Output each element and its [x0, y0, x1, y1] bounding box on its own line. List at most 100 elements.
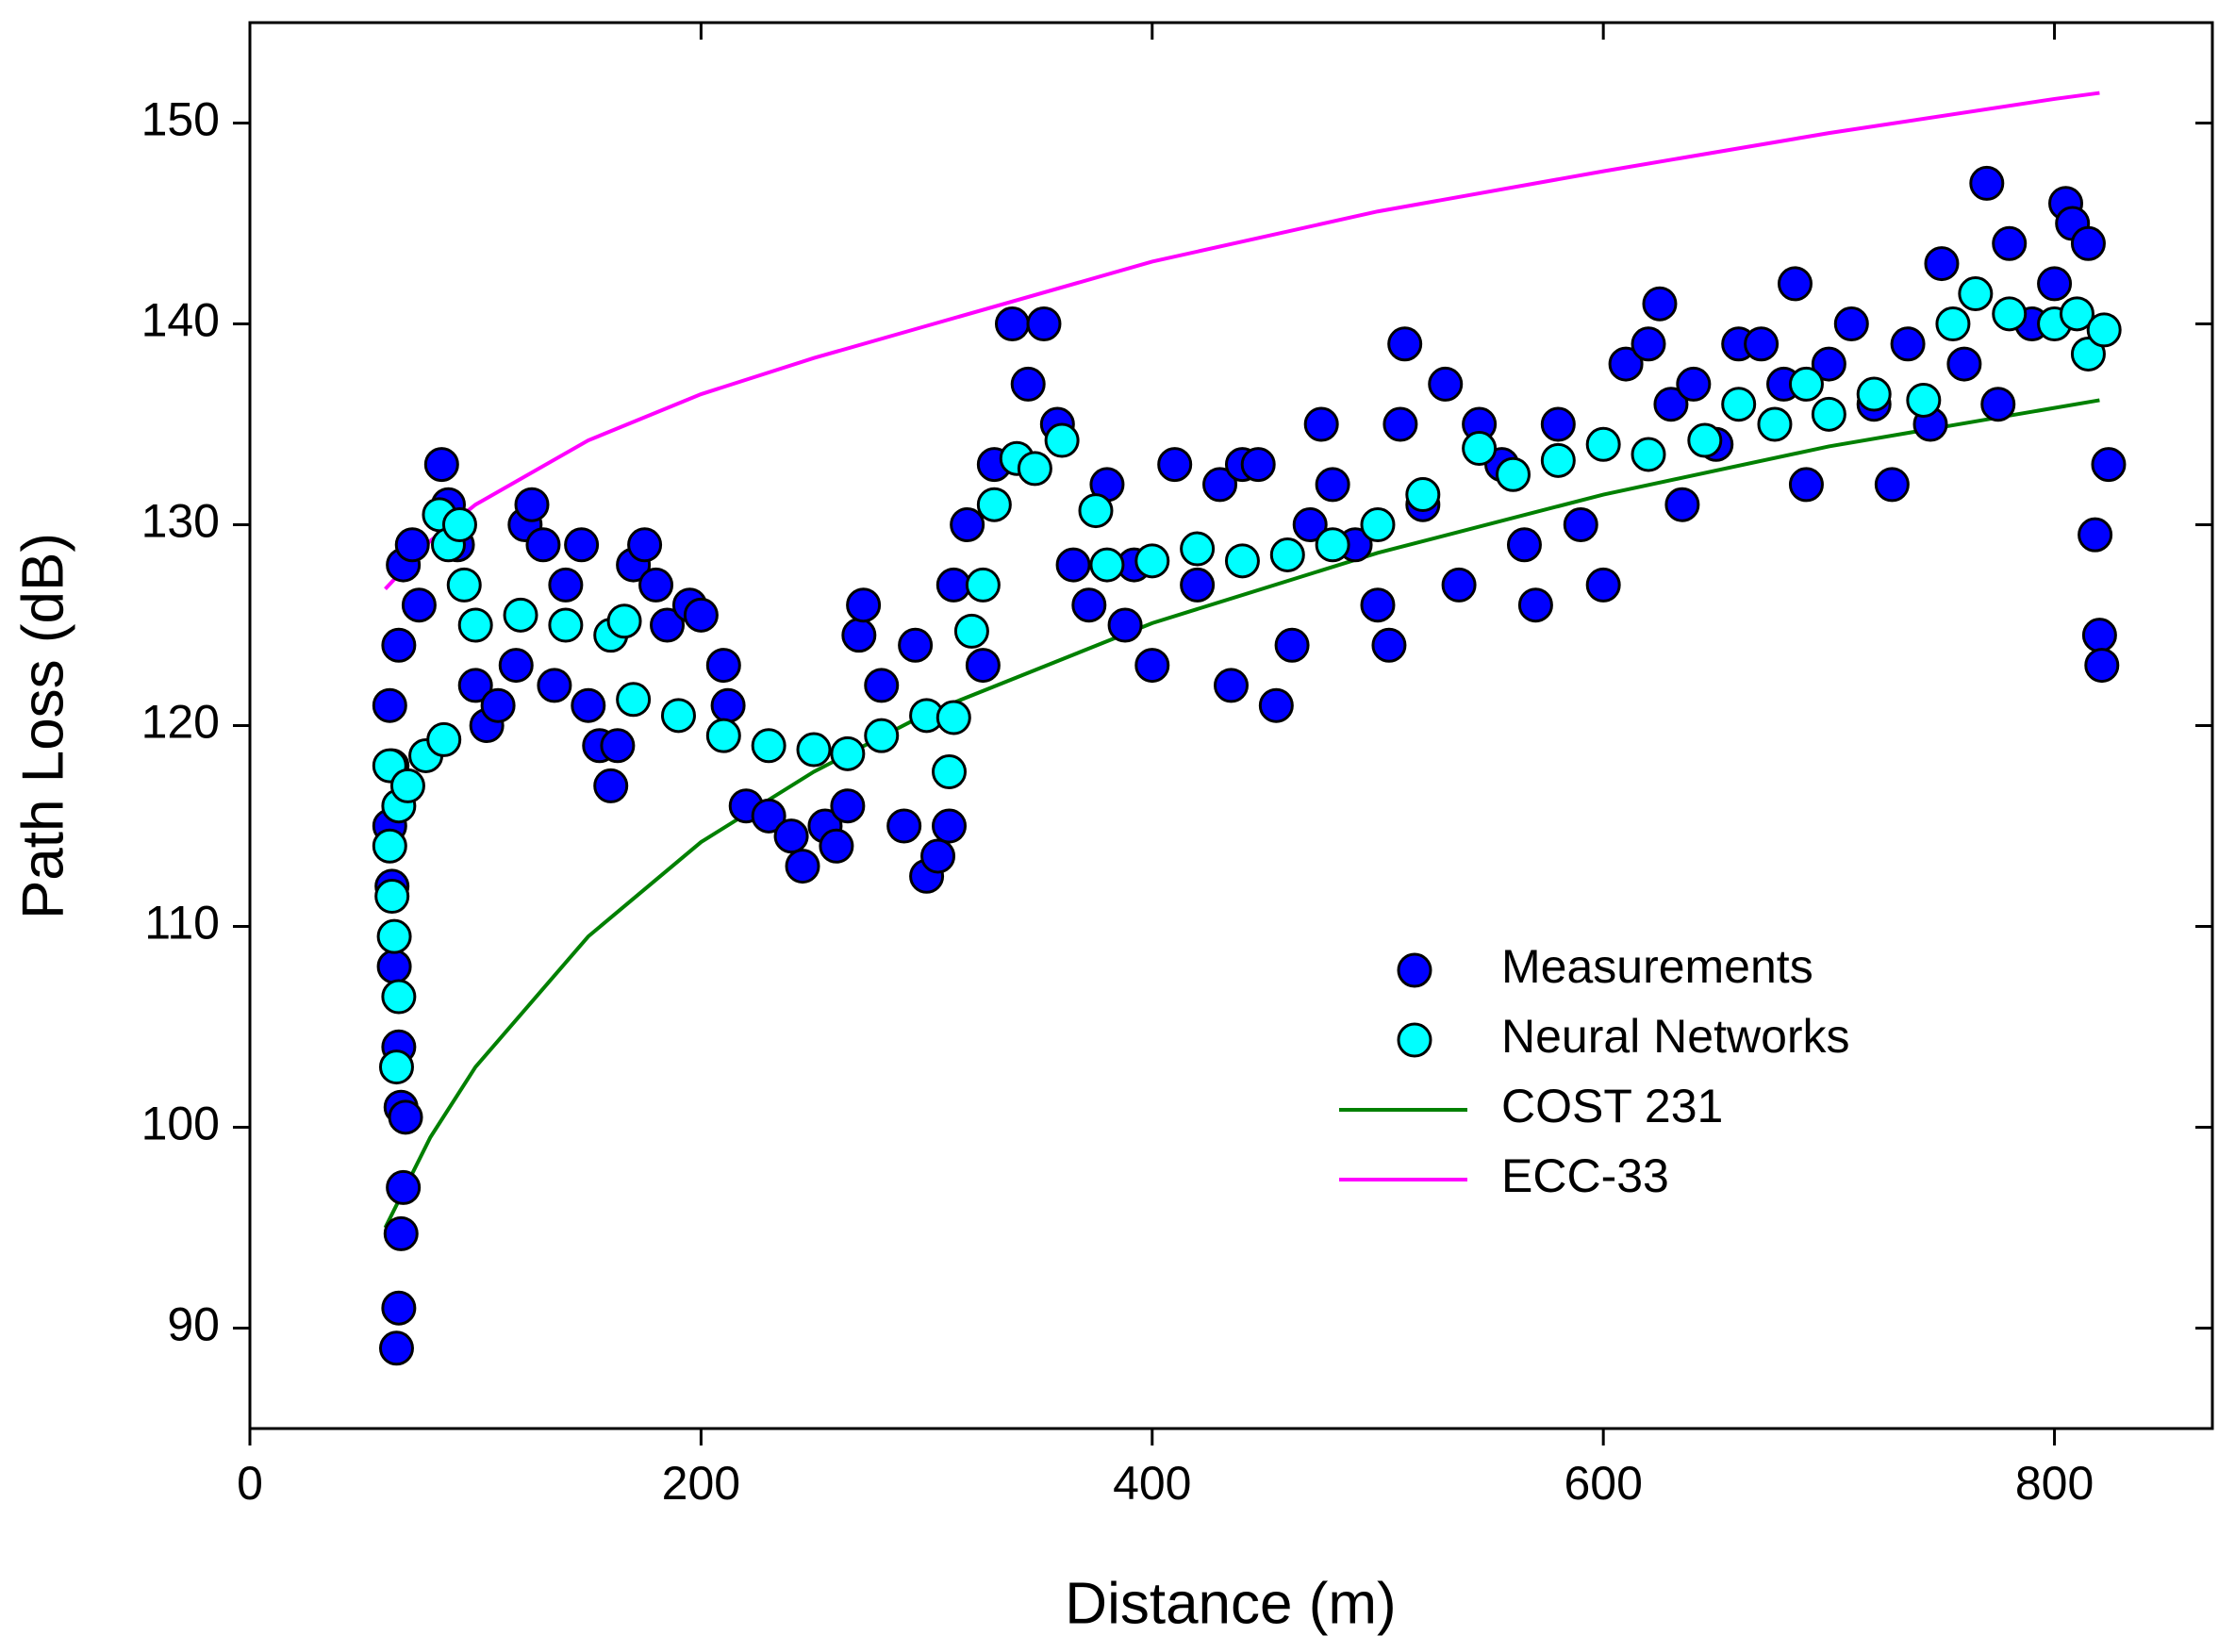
data-point [705, 648, 741, 684]
legend-label: ECC-33 [1501, 1149, 1669, 1202]
data-point [965, 567, 1001, 603]
data-point [376, 949, 412, 984]
data-point [593, 768, 629, 803]
data-point [2086, 312, 2122, 348]
data-point [1788, 366, 1824, 402]
data-point [372, 828, 407, 864]
data-point [389, 768, 425, 803]
data-point [819, 828, 854, 864]
data-point [1462, 431, 1498, 467]
data-point [1906, 382, 1942, 418]
data-point [1387, 326, 1423, 362]
data-point [785, 849, 820, 884]
data-point [1540, 442, 1576, 478]
plot-frame [248, 21, 2214, 1430]
data-point [2081, 618, 2117, 653]
data-point [1540, 406, 1576, 442]
data-point [1585, 426, 1621, 462]
data-point [1382, 406, 1418, 442]
data-point [498, 648, 534, 684]
data-point [1274, 627, 1310, 663]
x-axis-label: Distance (m) [1065, 1571, 1396, 1636]
data-point [388, 1099, 423, 1135]
data-point [1517, 587, 1553, 623]
data-point [1495, 456, 1531, 492]
data-point [886, 808, 922, 844]
data-point [705, 718, 741, 753]
data-point [1202, 467, 1238, 503]
data-point [1224, 543, 1260, 579]
data-point [378, 1330, 414, 1366]
data-point [426, 721, 462, 757]
data-point [1157, 447, 1193, 483]
y-axis-label: Path Loss (dB) [10, 533, 75, 919]
y-tick-label: 140 [141, 294, 220, 347]
data-point [381, 979, 417, 1015]
data-point [1010, 366, 1046, 402]
data-point [796, 732, 832, 768]
data-point [773, 818, 809, 854]
data-point [1303, 406, 1339, 442]
data-point [1180, 567, 1216, 603]
data-point [1992, 296, 2028, 332]
data-point [394, 527, 430, 563]
x-tick-label: 0 [237, 1457, 263, 1510]
data-point [1890, 326, 1926, 362]
data-point [1563, 507, 1598, 542]
data-point [503, 597, 538, 633]
data-point [710, 687, 746, 723]
data-point [935, 567, 971, 603]
data-point [2070, 225, 2106, 261]
legend-marker [1397, 952, 1432, 988]
data-point [1180, 531, 1216, 567]
data-point [1134, 543, 1170, 579]
data-point [976, 487, 1012, 522]
data-point [751, 728, 786, 764]
data-point [1371, 627, 1407, 663]
data-point [1405, 477, 1441, 513]
data-point [1811, 396, 1846, 432]
data-point [381, 1290, 417, 1326]
data-point [1055, 547, 1091, 583]
data-point [660, 698, 696, 734]
data-point [378, 1049, 414, 1085]
data-point [1608, 346, 1644, 382]
data-point [1788, 467, 1824, 503]
data-point [1214, 668, 1249, 703]
data-point [1292, 507, 1328, 542]
data-point [1360, 587, 1396, 623]
data-point [920, 838, 956, 874]
data-point [446, 567, 482, 603]
data-point [1653, 387, 1689, 422]
data-point [1980, 387, 2016, 422]
data-point [1269, 537, 1305, 572]
data-point [2070, 336, 2106, 372]
data-point [864, 668, 900, 703]
y-tick-label: 90 [167, 1298, 220, 1351]
data-point [627, 527, 663, 563]
data-point [2078, 517, 2113, 553]
data-point [423, 447, 459, 483]
data-point [564, 527, 600, 563]
data-point [2084, 648, 2120, 684]
data-point [1924, 246, 1960, 282]
data-point [548, 607, 584, 643]
data-point [846, 587, 882, 623]
data-point [1240, 447, 1276, 483]
data-point [1258, 687, 1294, 723]
data-point [457, 607, 493, 643]
line [384, 91, 2100, 591]
data-point [1026, 306, 1062, 341]
data-point [383, 1215, 419, 1251]
data-point [441, 507, 477, 542]
data-point [376, 918, 412, 954]
data-point [965, 648, 1001, 684]
data-point [932, 753, 968, 789]
data-point [2091, 447, 2127, 483]
line [383, 398, 2100, 1229]
data-point [606, 603, 642, 639]
data-point [381, 627, 417, 663]
data-point [514, 487, 550, 522]
data-point [1044, 422, 1080, 458]
